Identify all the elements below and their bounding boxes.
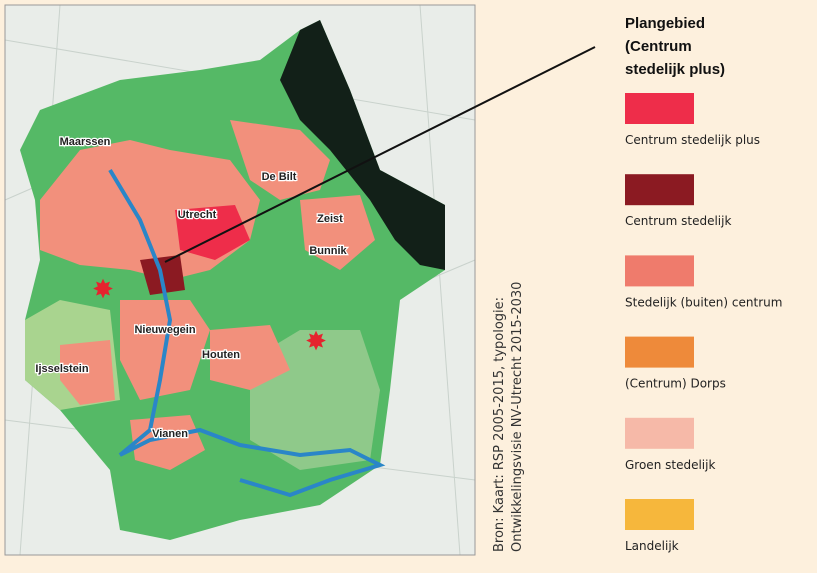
place-labels: Maarssen De Bilt Utrecht Zeist Bunnik Nieuweg… [34, 135, 349, 442]
place-label: Bunnik [309, 245, 347, 257]
legend-label: Centrum stedelijk plus [625, 133, 760, 147]
region-urban [210, 325, 290, 390]
place-label: De Bilt [262, 171, 297, 183]
legend: Plangebied (Centrum stedelijk plus) Cent… [625, 15, 782, 553]
place-label: Maarssen [60, 136, 111, 148]
place-label: Vianen [152, 428, 188, 440]
legend-swatch [625, 336, 694, 368]
map-frame [4, 4, 476, 556]
marker-star: ✸ [92, 275, 114, 305]
region-urban [60, 340, 115, 405]
legend-swatch [625, 255, 694, 287]
source-line: Bron: Kaart: RSP 2005-2015, typologie: [492, 297, 507, 552]
legend-swatch [625, 499, 694, 530]
legend-swatch [625, 174, 694, 206]
source-text: Bron: Kaart: RSP 2005-2015, typologie: O… [492, 282, 525, 552]
place-label: Utrecht [178, 209, 217, 221]
pointer-line [164, 46, 596, 263]
source-line: Ontwikkelingsvisie NV-Utrecht 2015-2030 [510, 282, 525, 552]
region-urban [230, 120, 330, 200]
region-dark [280, 20, 445, 270]
legend-swatch [625, 417, 694, 449]
place-label: Zeist [317, 213, 343, 225]
river [108, 168, 386, 498]
map: ✸ ✸ Maarssen De Bilt Utrecht Zeist Bunnik Nie… [4, 4, 476, 556]
place-label: Ijsselstein [35, 363, 88, 375]
legend-label: (Centrum) Dorps [625, 377, 726, 391]
region-centre [175, 205, 250, 260]
legend-label: Landelijk [625, 539, 679, 553]
place-label: Nieuwegein [134, 324, 195, 336]
place-label: Houten [202, 349, 240, 361]
legend-label: Groen stedelijk [625, 458, 715, 472]
region-urban [300, 195, 375, 270]
legend-title: stedelijk plus) [625, 61, 725, 78]
legend-title: Plangebied [625, 15, 705, 32]
legend-swatch [625, 93, 694, 124]
legend-title: (Centrum [625, 38, 692, 55]
legend-label: Centrum stedelijk [625, 214, 731, 228]
marker-star: ✸ [305, 327, 327, 357]
legend-label: Stedelijk (buiten) centrum [625, 295, 782, 309]
